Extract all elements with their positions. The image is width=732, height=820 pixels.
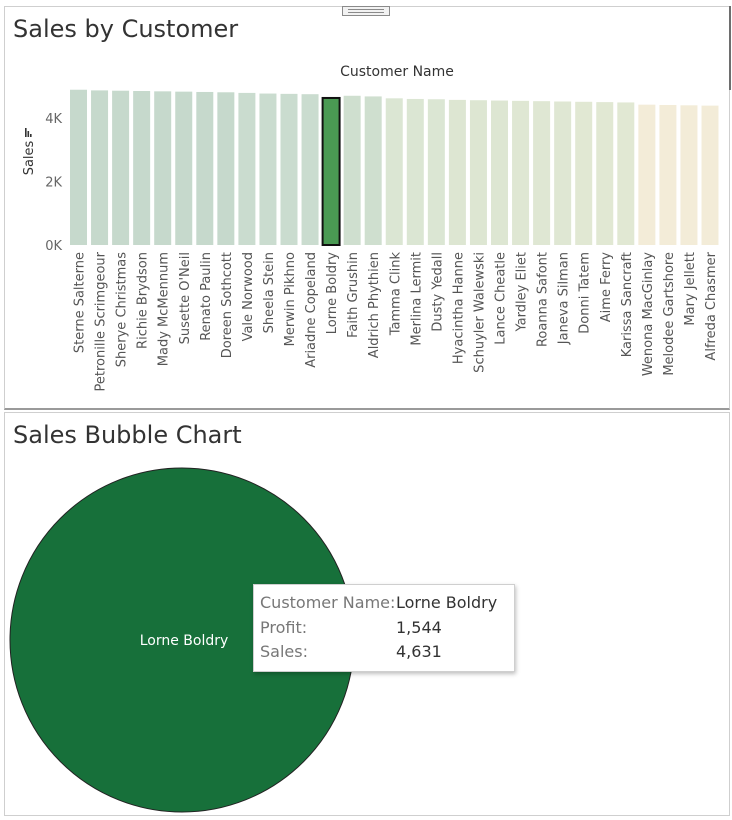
x-tick-label: Alfreda Chasmer xyxy=(704,251,719,360)
bar-faith-grushin[interactable] xyxy=(343,95,361,246)
y-axis-title: Sales xyxy=(22,140,37,175)
bar-merwin-pikhno[interactable] xyxy=(280,93,298,246)
tooltip-label: Customer Name: xyxy=(260,593,396,612)
bar-aime-ferry[interactable] xyxy=(596,102,614,245)
x-tick-label: Hyacintha Hanne xyxy=(451,252,466,364)
bar-susette-o-neil[interactable] xyxy=(175,91,193,246)
tooltip-label: Sales: xyxy=(260,642,308,661)
bar-chart-title: Sales by Customer xyxy=(13,15,239,43)
bar-karissa-sancraft[interactable] xyxy=(617,102,635,245)
x-tick-label: Susette O'Neil xyxy=(178,252,193,344)
bar-doreen-sothcott[interactable] xyxy=(217,92,235,245)
bar-richie-brydson[interactable] xyxy=(133,91,151,245)
tooltip-value: Lorne Boldry xyxy=(396,593,498,612)
x-tick-label: Janeva Silman xyxy=(557,252,572,345)
x-tick-label: Melodee Gartshore xyxy=(662,252,677,376)
scroll-indicator xyxy=(729,6,731,90)
bar-aldrich-phythien[interactable] xyxy=(364,96,382,245)
x-tick-label: Renato Paulin xyxy=(199,252,214,341)
x-tick-label: Sterne Salterne xyxy=(73,252,88,353)
bar-vale-norwood[interactable] xyxy=(238,92,256,245)
bar-ariadne-copeland[interactable] xyxy=(301,94,319,245)
x-tick-label: Schuyler Walewski xyxy=(472,252,487,373)
bar-merlina-lermit[interactable] xyxy=(406,98,424,245)
bar-mary-jellett[interactable] xyxy=(680,105,698,245)
bar-alfreda-chasmer[interactable] xyxy=(701,105,719,246)
bar-janeva-silman[interactable] xyxy=(554,101,572,246)
y-tick-label: 2K xyxy=(45,176,62,191)
bar-schuyler-walewski[interactable] xyxy=(469,100,487,245)
drag-handle[interactable] xyxy=(342,6,390,16)
bar-tamma-clink[interactable] xyxy=(385,98,403,245)
x-tick-label: Mary Jellett xyxy=(683,252,698,326)
bubble-label: Lorne Boldry xyxy=(140,633,229,649)
y-tick-label: 4K xyxy=(45,112,62,127)
bar-melodee-gartshore[interactable] xyxy=(659,104,677,245)
x-axis-title: Customer Name xyxy=(340,64,454,80)
bar-roanna-safont[interactable] xyxy=(533,101,551,245)
x-tick-label: Petronille Scrimgeour xyxy=(94,251,109,391)
tooltip: Customer Name:Lorne Boldry Profit: 1,544 … xyxy=(253,584,515,672)
x-tick-label: Roanna Safont xyxy=(536,252,551,347)
x-tick-label: Mady McMennum xyxy=(157,252,172,366)
bar-renato-paulin[interactable] xyxy=(196,91,214,245)
tooltip-value: 4,631 xyxy=(396,642,442,661)
x-tick-label: Aldrich Phythien xyxy=(367,252,382,358)
x-tick-label: Wenona MacGinlay xyxy=(641,252,656,376)
y-tick-label: 0K xyxy=(45,239,62,254)
bar-donni-tatem[interactable] xyxy=(575,101,593,246)
x-tick-label: Donni Tatem xyxy=(578,252,593,334)
x-tick-label: Ariadne Copeland xyxy=(304,252,319,368)
tooltip-label: Profit: xyxy=(260,618,308,637)
x-tick-label: Karissa Sancraft xyxy=(620,252,635,357)
bar-sheela-stein[interactable] xyxy=(259,93,277,246)
sort-icon[interactable] xyxy=(25,128,32,137)
x-tick-label: Aime Ferry xyxy=(599,252,614,323)
x-tick-label: Tamma Clink xyxy=(388,252,403,337)
x-tick-label: Lorne Boldry xyxy=(325,252,340,335)
bar-sherye-christmas[interactable] xyxy=(112,90,130,245)
tooltip-row-customer: Customer Name:Lorne Boldry xyxy=(260,593,497,612)
tooltip-row-sales: Sales: 4,631 xyxy=(260,642,442,661)
tooltip-value: 1,544 xyxy=(396,618,442,637)
x-tick-label: Sheela Stein xyxy=(262,252,277,333)
x-tick-label: Doreen Sothcott xyxy=(220,252,235,358)
bubble-chart-title: Sales Bubble Chart xyxy=(13,421,242,449)
x-tick-label: Sherye Christmas xyxy=(115,252,130,367)
tooltip-row-profit: Profit: 1,544 xyxy=(260,618,442,637)
bar-dusty-yedall[interactable] xyxy=(427,99,445,245)
x-tick-label: Richie Brydson xyxy=(136,252,151,349)
bar-lance-cheatle[interactable] xyxy=(491,100,508,245)
bar-lorne-boldry[interactable] xyxy=(321,96,341,247)
bar-wenona-macginlay[interactable] xyxy=(638,104,656,245)
bar-hyacintha-hanne[interactable] xyxy=(448,99,466,245)
x-tick-label: Dusty Yedall xyxy=(430,252,445,332)
bar-sterne-salterne[interactable] xyxy=(70,89,87,246)
x-tick-label: Faith Grushin xyxy=(346,252,361,338)
x-tick-label: Merwin Pikhno xyxy=(283,252,298,346)
bar-mady-mcmennum[interactable] xyxy=(154,91,172,245)
x-tick-label: Vale Norwood xyxy=(241,252,256,341)
x-tick-label: Lance Cheatle xyxy=(494,252,509,345)
x-tick-label: Merlina Lermit xyxy=(409,252,424,346)
x-tick-label: Yardley Eliet xyxy=(515,252,530,332)
bar-petronille-scrimgeour[interactable] xyxy=(91,90,109,245)
bar-yardley-eliet[interactable] xyxy=(512,100,530,245)
